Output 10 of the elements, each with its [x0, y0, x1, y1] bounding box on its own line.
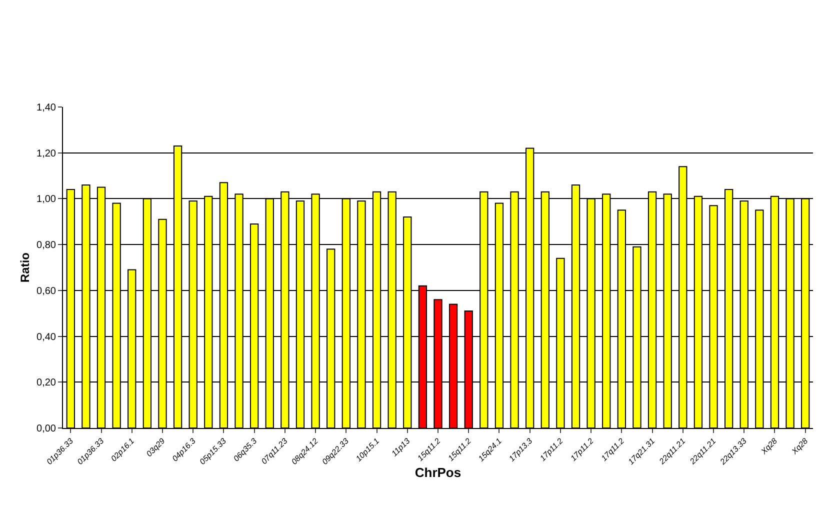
- y-tick-label: 1,40: [36, 102, 56, 114]
- y-axis-title: Ratio: [18, 252, 32, 282]
- y-tick-label: 0,80: [36, 240, 56, 252]
- y-tick-label: 1,00: [36, 194, 56, 206]
- x-axis-title: ChrPos: [414, 465, 462, 480]
- y-tick-label: 0,00: [36, 424, 56, 434]
- y-tick-label: 1,20: [36, 148, 56, 160]
- y-tick-label: 0,20: [36, 378, 56, 389]
- y-tick-label: 0,60: [36, 286, 56, 297]
- y-tick-label: 0,40: [36, 332, 56, 343]
